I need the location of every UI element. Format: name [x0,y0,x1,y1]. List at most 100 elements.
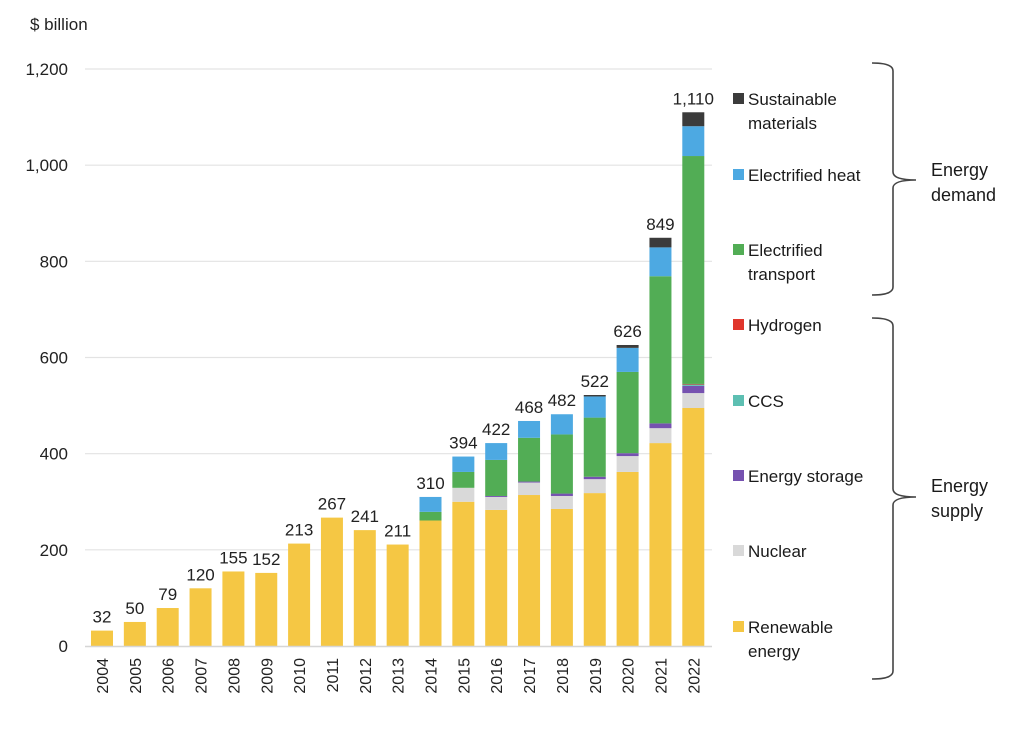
legend: Sustainable materials Electrified heat Elec… [733,90,863,661]
bar-segment-renewable-energy [91,630,113,646]
x-tick-label: 2016 [489,658,506,694]
x-tick-label: 2007 [194,658,211,694]
bar-segment-sustainable-materials [583,395,606,397]
y-tick-label: 200 [40,541,68,560]
bar-segment-electrified-transport [518,437,541,482]
bar-segment-electrified-heat [452,456,475,472]
legend-label: Nuclear [748,542,807,561]
energy-supply-label: Energy [931,476,988,496]
bar-stack-2006 [156,608,179,646]
total-label: 211 [384,522,411,541]
bar-segment-nuclear [616,456,639,472]
bar-segment-nuclear [649,428,672,444]
bar-stack-2009 [255,572,278,646]
bar-stack-2016 [485,443,508,646]
legend-swatch [733,93,744,104]
legend-swatch [733,244,744,255]
bar-segment-electrified-transport [550,434,573,494]
bar-segment-renewable-energy [550,508,573,646]
bar-segment-energy-storage [682,385,705,394]
bar-stack-2011 [320,517,343,646]
bar-segment-nuclear [452,487,475,502]
legend-label: materials [748,114,817,133]
bar-segment-renewable-energy [288,543,311,646]
x-tick-label: 2022 [686,658,703,694]
bar-segment-electrified-transport [649,276,672,424]
x-tick-label: 2014 [424,658,441,694]
bar-segment-renewable-energy [682,407,705,646]
bar-segment-electrified-heat [682,126,705,157]
bar-segment-nuclear [682,393,705,408]
bar-stack-2010 [288,543,311,646]
total-label: 522 [581,372,609,391]
energy-supply-label: supply [931,501,983,521]
legend-label: Renewable [748,618,833,637]
gridlines [85,68,712,551]
bar-segment-sustainable-materials [649,237,672,248]
bar-segment-nuclear [583,479,606,494]
legend-swatch [733,395,744,406]
x-tick-label: 2020 [621,658,638,694]
legend-item: Sustainable materials [733,90,837,133]
total-label: 1,110 [673,89,714,108]
x-tick-label: 2010 [292,658,309,694]
total-label: 849 [646,215,674,234]
bar-segment-renewable-energy [222,571,245,646]
bar-segment-electrified-heat [649,247,672,277]
legend-item: Renewable energy [733,618,833,661]
x-tick-label: 2021 [653,658,670,694]
bar-segment-energy-storage [583,476,606,480]
bar-segment-energy-storage [485,495,508,497]
legend-label: Sustainable [748,90,837,109]
legend-label: Electrified [748,241,823,260]
total-label: 468 [515,398,543,417]
legend-item: Energy storage [733,467,863,486]
bar-segment-renewable-energy [485,509,508,646]
x-tick-label: 2017 [522,658,539,694]
total-label: 50 [125,599,144,618]
bar-segment-nuclear [485,496,508,510]
x-tick-label: 2004 [95,658,112,694]
bar-stack-2018 [550,414,573,646]
bar-stack-2013 [386,544,409,646]
bar-stack-2014 [419,496,442,646]
bar-segment-electrified-transport [452,471,475,488]
bar-segment-electrified-transport [682,156,705,384]
x-tick-label: 2013 [391,658,408,694]
bar-stack-2021 [649,237,672,646]
y-tick-label: 800 [40,252,68,271]
total-label: 155 [219,548,247,567]
bar-stack-2019 [583,395,606,646]
bar-segment-electrified-transport [583,417,606,477]
energy-demand-label: demand [931,185,996,205]
x-tick-label: 2018 [555,658,572,694]
legend-swatch [733,545,744,556]
bar-segment-renewable-energy [419,520,442,646]
bar-stack-2022 [682,112,705,646]
bar-segment-sustainable-materials [616,344,639,348]
total-label: 120 [186,565,214,584]
bar-segment-electrified-heat [550,414,573,435]
y-tick-label: 400 [40,445,68,464]
bar-segment-energy-storage [550,493,573,496]
bar-segment-electrified-transport [616,371,639,454]
legend-label: CCS [748,392,784,411]
bar-stack-2015 [452,456,475,646]
legend-item: CCS [733,392,784,411]
legend-label: Hydrogen [748,316,822,335]
bar-segment-renewable-energy [255,572,278,646]
bar-segment-renewable-energy [156,608,179,646]
total-label: 310 [416,474,444,493]
bar-segment-electrified-heat [485,443,508,460]
energy-supply-bracket [871,317,917,680]
bar-segment-electrified-transport [485,459,508,496]
total-label: 482 [548,391,576,410]
bar-segment-energy-storage [649,423,672,429]
bar-segment-renewable-energy [518,495,541,646]
legend-label: transport [748,265,815,284]
bar-stack-2017 [518,420,541,646]
x-tick-label: 2012 [358,658,375,694]
bar-segment-renewable-energy [616,471,639,646]
total-label: 79 [158,585,177,604]
total-labels: 32 50 79 120 155 152 213 267 241 211 310 394 422 468 4… [93,89,714,626]
